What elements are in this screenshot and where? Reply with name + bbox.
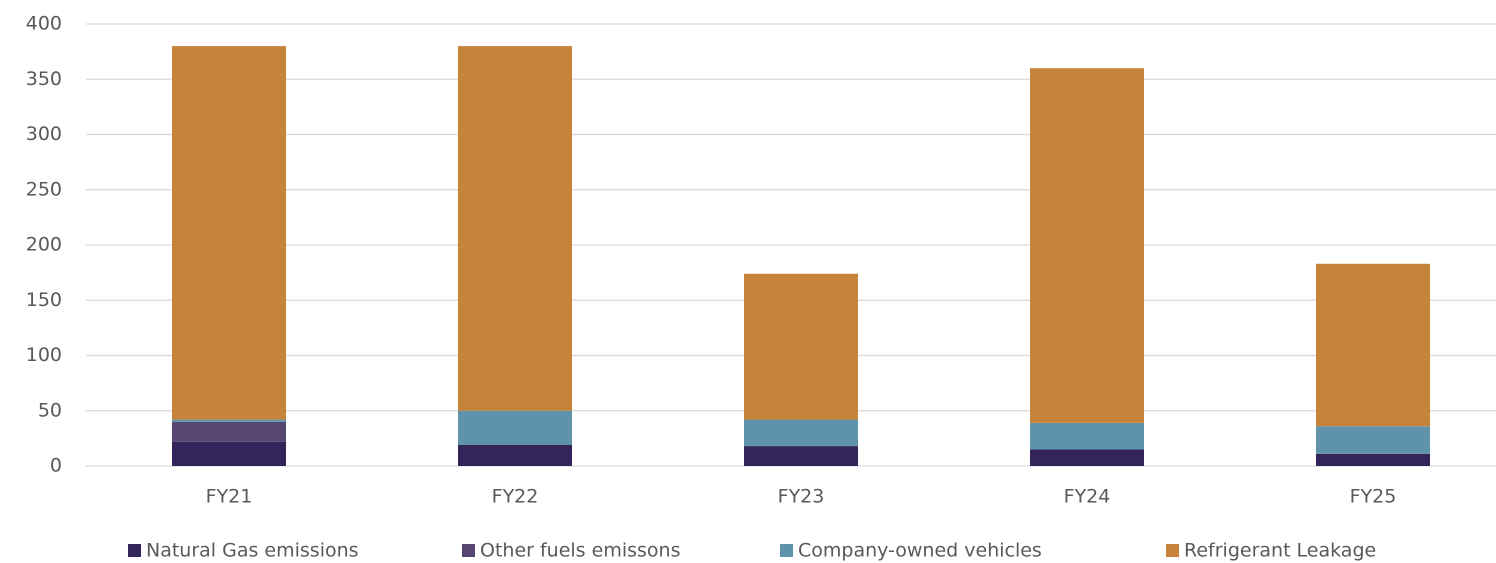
bar-segment bbox=[172, 421, 286, 442]
x-tick-label: FY22 bbox=[492, 486, 539, 508]
bar-segment bbox=[172, 46, 286, 420]
y-tick-label: 50 bbox=[38, 399, 62, 421]
legend-label: Company-owned vehicles bbox=[798, 540, 1042, 562]
x-tick-label: FY25 bbox=[1350, 486, 1397, 508]
bar-segment bbox=[458, 410, 572, 446]
bar-segment bbox=[744, 446, 858, 466]
y-tick-label: 300 bbox=[26, 123, 62, 145]
bar-segment bbox=[1316, 263, 1430, 427]
x-tick-label: FY23 bbox=[778, 486, 825, 508]
bar-segment bbox=[458, 445, 572, 466]
y-tick-label: 150 bbox=[26, 289, 62, 311]
legend-label: Refrigerant Leakage bbox=[1184, 540, 1376, 562]
y-tick-label: 100 bbox=[26, 344, 62, 366]
y-tick-label: 400 bbox=[26, 13, 62, 35]
legend-swatch bbox=[1166, 544, 1179, 557]
legend-label: Other fuels emissons bbox=[480, 540, 680, 562]
legend-swatch bbox=[780, 544, 793, 557]
y-tick-label: 0 bbox=[50, 455, 62, 477]
bar-segment bbox=[744, 419, 858, 447]
y-tick-label: 250 bbox=[26, 178, 62, 200]
bar-segment bbox=[458, 46, 572, 411]
bar-segment bbox=[1030, 68, 1144, 423]
bar-segment bbox=[1030, 422, 1144, 450]
legend-swatch bbox=[128, 544, 141, 557]
y-tick-label: 350 bbox=[26, 68, 62, 90]
bar-segment bbox=[1316, 426, 1430, 454]
legend-label: Natural Gas emissions bbox=[146, 540, 359, 562]
y-tick-label: 200 bbox=[26, 234, 62, 256]
x-tick-label: FY21 bbox=[206, 486, 253, 508]
bar-segment bbox=[1030, 449, 1144, 466]
bar-segment bbox=[1316, 453, 1430, 466]
bar-segment bbox=[172, 419, 286, 422]
bar-segment bbox=[744, 273, 858, 420]
legend-swatch bbox=[462, 544, 475, 557]
bar-segment bbox=[172, 441, 286, 466]
x-tick-label: FY24 bbox=[1064, 486, 1111, 508]
